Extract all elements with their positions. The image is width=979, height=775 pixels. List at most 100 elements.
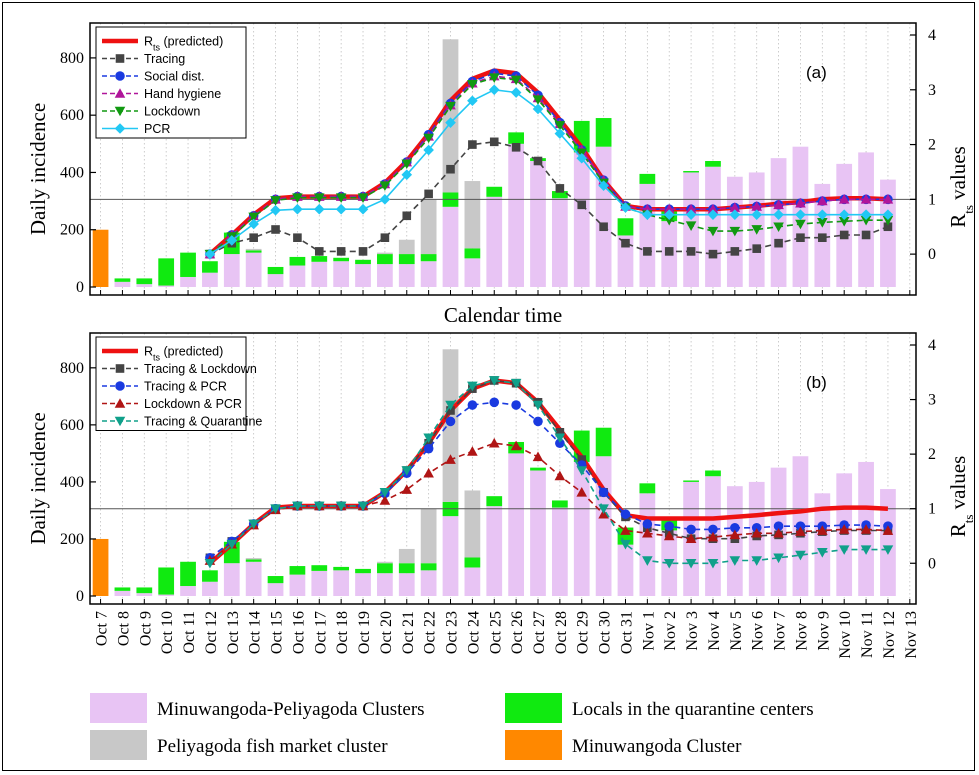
x-tick-label: Nov 7: [772, 611, 789, 651]
x-tick-label: Oct 23: [444, 611, 461, 654]
series-marker: [707, 226, 719, 237]
bar-segment: [486, 496, 503, 507]
bottom-legend-label: Minuwangoda-Peliyagoda Clusters: [157, 699, 425, 720]
y-axis-title-right: Rts values: [946, 146, 976, 228]
bar-segment: [377, 561, 393, 564]
series-marker: [335, 501, 347, 512]
x-tick-label: Oct 24: [465, 611, 482, 654]
series-marker: [204, 248, 216, 260]
series-marker: [663, 209, 675, 220]
series-marker: [248, 218, 259, 230]
series-marker: [532, 103, 544, 115]
bar-segment: [289, 574, 306, 596]
series-marker: [488, 73, 500, 84]
series-marker: [642, 527, 653, 538]
series-marker: [752, 244, 762, 253]
series-marker: [642, 209, 653, 220]
bar-segment: [705, 470, 721, 477]
x-tick-label: Oct 19: [356, 611, 373, 654]
series-marker: [445, 454, 456, 464]
x-tick-label: Oct 29: [575, 611, 592, 654]
series-marker: [620, 202, 631, 213]
series-marker: [860, 194, 872, 204]
bar-segment: [814, 493, 831, 596]
series-marker: [620, 539, 631, 550]
x-tick-label: Oct 26: [509, 611, 526, 654]
series-marker: [510, 378, 522, 389]
series-marker: [685, 221, 697, 231]
series-marker: [114, 398, 126, 408]
bar-segment: [245, 248, 262, 251]
x-tick-label: Oct 16: [290, 611, 307, 654]
bottom-legend-swatch: [505, 693, 562, 723]
bar-segment: [311, 261, 328, 287]
bar-segment: [245, 252, 262, 287]
legend-label: Rts (predicted): [144, 35, 223, 53]
series-marker: [708, 249, 718, 259]
series-marker: [643, 247, 652, 256]
bar-segment: [333, 570, 350, 596]
series-marker: [663, 215, 675, 226]
right-tick-label: 1: [928, 501, 936, 518]
series-marker: [423, 144, 434, 156]
series-marker: [380, 233, 390, 242]
series-marker: [598, 504, 609, 514]
series-marker: [882, 545, 894, 555]
series-marker: [114, 106, 126, 117]
series-marker: [532, 451, 544, 462]
series-marker: [620, 509, 631, 519]
series-marker: [292, 501, 303, 512]
series-marker: [379, 488, 391, 498]
bar-segment: [442, 206, 459, 287]
series-marker: [423, 433, 434, 444]
series-marker: [751, 201, 763, 211]
bar-segment: [508, 143, 524, 287]
left-tick-label: 800: [60, 50, 84, 67]
series-marker: [401, 466, 413, 476]
left-tick-label: 200: [60, 222, 84, 239]
series-marker: [204, 558, 216, 569]
bar-segment: [551, 500, 568, 508]
series-marker: [817, 548, 828, 558]
x-tick-label: Nov 10: [837, 611, 854, 659]
series-marker: [598, 487, 609, 498]
series-marker: [838, 194, 850, 204]
left-tick-label: 200: [60, 531, 84, 548]
x-tick-label: Nov 11: [859, 611, 876, 658]
x-tick-label: Nov 13: [903, 611, 920, 659]
series-marker: [402, 211, 412, 221]
x-tick-label: Oct 28: [553, 611, 570, 654]
bar-segment: [442, 39, 459, 193]
bottom-legend-swatch: [505, 730, 562, 760]
series-marker: [313, 501, 325, 512]
series-marker: [115, 71, 125, 81]
left-tick-label: 0: [76, 279, 84, 296]
bar-segment: [245, 559, 262, 562]
series-marker: [664, 247, 674, 256]
right-tick-label: 3: [928, 82, 936, 99]
series-marker: [270, 196, 281, 206]
legend-label: Lockdown: [144, 105, 200, 119]
bar-segment: [202, 272, 218, 287]
series-marker: [817, 525, 828, 535]
series-marker: [292, 193, 303, 204]
series-marker: [533, 416, 543, 427]
series-marker: [335, 193, 347, 204]
series-marker: [313, 193, 325, 204]
series-marker: [226, 235, 238, 246]
series-marker: [248, 212, 259, 223]
legend-label: Rts (predicted): [144, 345, 223, 363]
bar-segment: [639, 483, 656, 494]
bar-segment: [289, 566, 306, 575]
bar-segment: [377, 573, 393, 596]
series-marker: [467, 446, 478, 456]
x-tick-label: Oct 13: [225, 611, 242, 654]
bar-segment: [355, 259, 371, 265]
bar-segment: [508, 132, 524, 144]
bar-segment: [223, 563, 240, 596]
series-marker: [773, 199, 784, 210]
legend-label: PCR: [144, 122, 170, 136]
bar-segment: [136, 284, 153, 287]
bar-segment: [377, 254, 393, 265]
